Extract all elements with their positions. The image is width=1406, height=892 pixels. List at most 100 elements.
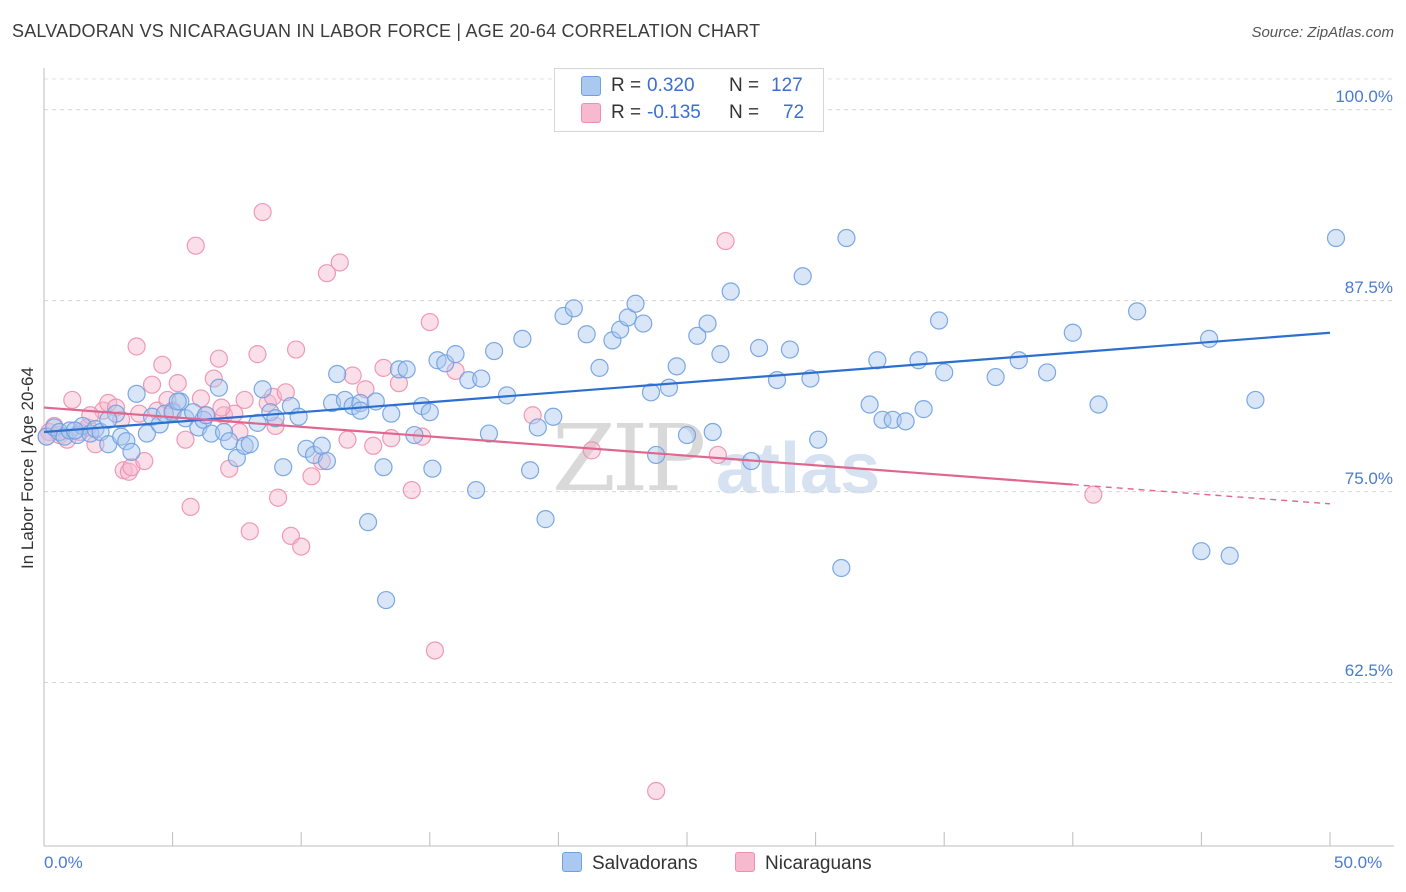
salvadoran-point (1037, 363, 1057, 382)
nicaraguan-point (212, 398, 231, 417)
legend-n-label: N = (729, 75, 760, 96)
salvadoran-point (711, 345, 730, 364)
nicaraguan-point (343, 366, 362, 385)
salvadoran-point (536, 510, 555, 529)
salvadoran-point (436, 354, 455, 373)
salvadoran-point (466, 480, 486, 500)
correlation-legend: R = 0.320 N = 127 R = -0.135 N = 72 (554, 68, 824, 132)
nicaraguan-point (582, 441, 601, 460)
nicaraguan-point (191, 389, 210, 408)
salvadoran-point (896, 412, 915, 431)
salvadoran-point (513, 329, 532, 348)
x-tick-label-max: 50.0% (1334, 853, 1383, 872)
bottom-legend-label: Nicaraguans (765, 853, 872, 874)
salvadoran-point (1009, 351, 1028, 370)
legend-r-value: -0.135 (647, 102, 701, 123)
nicaraguan-point (292, 537, 311, 556)
y-tick-label-75: 75.0% (1344, 469, 1393, 488)
salvadoran-point (914, 400, 933, 419)
legend-n-label: N = (729, 102, 760, 123)
salvadoran-point (446, 345, 465, 364)
nicaraguan-point (240, 522, 259, 541)
salvadoran-point (801, 369, 820, 388)
salvadoran-point (351, 401, 370, 420)
legend-swatch-pink (581, 103, 601, 123)
nicaraguan-point (142, 375, 162, 394)
salvadoran-trend-line (43, 331, 1331, 434)
nicaraguan-point (248, 345, 267, 364)
nicaraguan-point (230, 422, 249, 442)
salvadoran-point (1063, 323, 1082, 342)
salvadoran-point (127, 384, 146, 403)
salvadoran-point (564, 299, 583, 318)
salvadoran-point (688, 326, 707, 345)
nicaraguan-point (168, 374, 187, 393)
salvadoran-point (554, 306, 573, 326)
nicaraguan-point (204, 369, 223, 388)
salvadoran-point (837, 228, 856, 248)
salvadoran-point (873, 410, 892, 429)
salvadoran-point (472, 369, 491, 388)
salvadoran-point (626, 294, 645, 313)
salvadoran-point (1192, 542, 1211, 561)
salvadoran-point (577, 325, 596, 344)
salvadoran-point (667, 357, 686, 376)
nicaraguan-point (176, 430, 195, 449)
legend-r-label: R = (611, 75, 642, 96)
bottom-legend-nicaraguans: Nicaraguans (735, 852, 872, 875)
bottom-legend-label: Salvadorans (592, 853, 698, 874)
salvadoran-point (780, 340, 799, 359)
y-axis-label: In Labor Force | Age 20-64 (18, 367, 37, 569)
x-tick-label-min: 0.0% (44, 853, 83, 872)
nicaraguan-point (338, 430, 357, 449)
nicaraguan-point (253, 202, 272, 222)
watermark-zip: ZIP (552, 405, 706, 512)
salvadoran-point (703, 422, 722, 442)
salvadoran-point (220, 432, 239, 451)
salvadoran-point (485, 341, 504, 361)
nicaraguan-point (647, 781, 666, 801)
nicaraguan-point (1084, 485, 1103, 504)
salvadoran-point (659, 378, 679, 397)
nicaraguan-point (135, 451, 154, 471)
y-tick-label-62-5: 62.5% (1344, 661, 1393, 680)
nicaraguan-point (235, 390, 254, 410)
salvadoran-point (749, 338, 769, 358)
salvadoran-point (698, 314, 717, 333)
salvadoran-point (528, 418, 547, 437)
nicaraguan-point (276, 383, 295, 402)
salvadoran-point (479, 424, 499, 443)
nicaraguan-point (317, 264, 337, 283)
salvadoran-point (521, 461, 540, 480)
nicaraguan-point (356, 380, 375, 399)
nicaraguan-point (63, 390, 82, 410)
y-tick-label-87-5: 87.5% (1344, 278, 1393, 297)
salvadoran-point (420, 403, 439, 422)
data-points (37, 202, 1346, 801)
salvadoran-point (168, 392, 187, 411)
salvadoran-point (358, 513, 378, 532)
nicaraguan-point (420, 312, 439, 332)
salvadoran-point (721, 282, 740, 301)
salvadoran-point (209, 378, 228, 397)
salvadoran-point (1326, 228, 1346, 248)
salvadoran-point (397, 360, 416, 379)
salvadoran-point (909, 351, 928, 370)
salvadoran-point (317, 451, 337, 471)
source-label: Source: ZipAtlas.com (1251, 24, 1394, 41)
legend-swatch-blue (581, 76, 601, 96)
salvadoran-point (634, 314, 653, 333)
salvadoran-point (1200, 329, 1219, 348)
salvadoran-point (809, 430, 828, 449)
bottom-legend-salvadorans: Salvadorans (562, 852, 698, 875)
legend-r-label: R = (611, 102, 642, 123)
nicaraguan-point (716, 231, 735, 251)
salvadoran-point (376, 590, 396, 610)
salvadoran-point (389, 360, 409, 379)
nicaraguan-point (186, 236, 205, 255)
salvadoran-point (117, 432, 136, 451)
chart-title: SALVADORAN VS NICARAGUAN IN LABOR FORCE … (12, 21, 761, 41)
salvadoran-point (289, 407, 308, 426)
salvadoran-point (832, 558, 851, 578)
